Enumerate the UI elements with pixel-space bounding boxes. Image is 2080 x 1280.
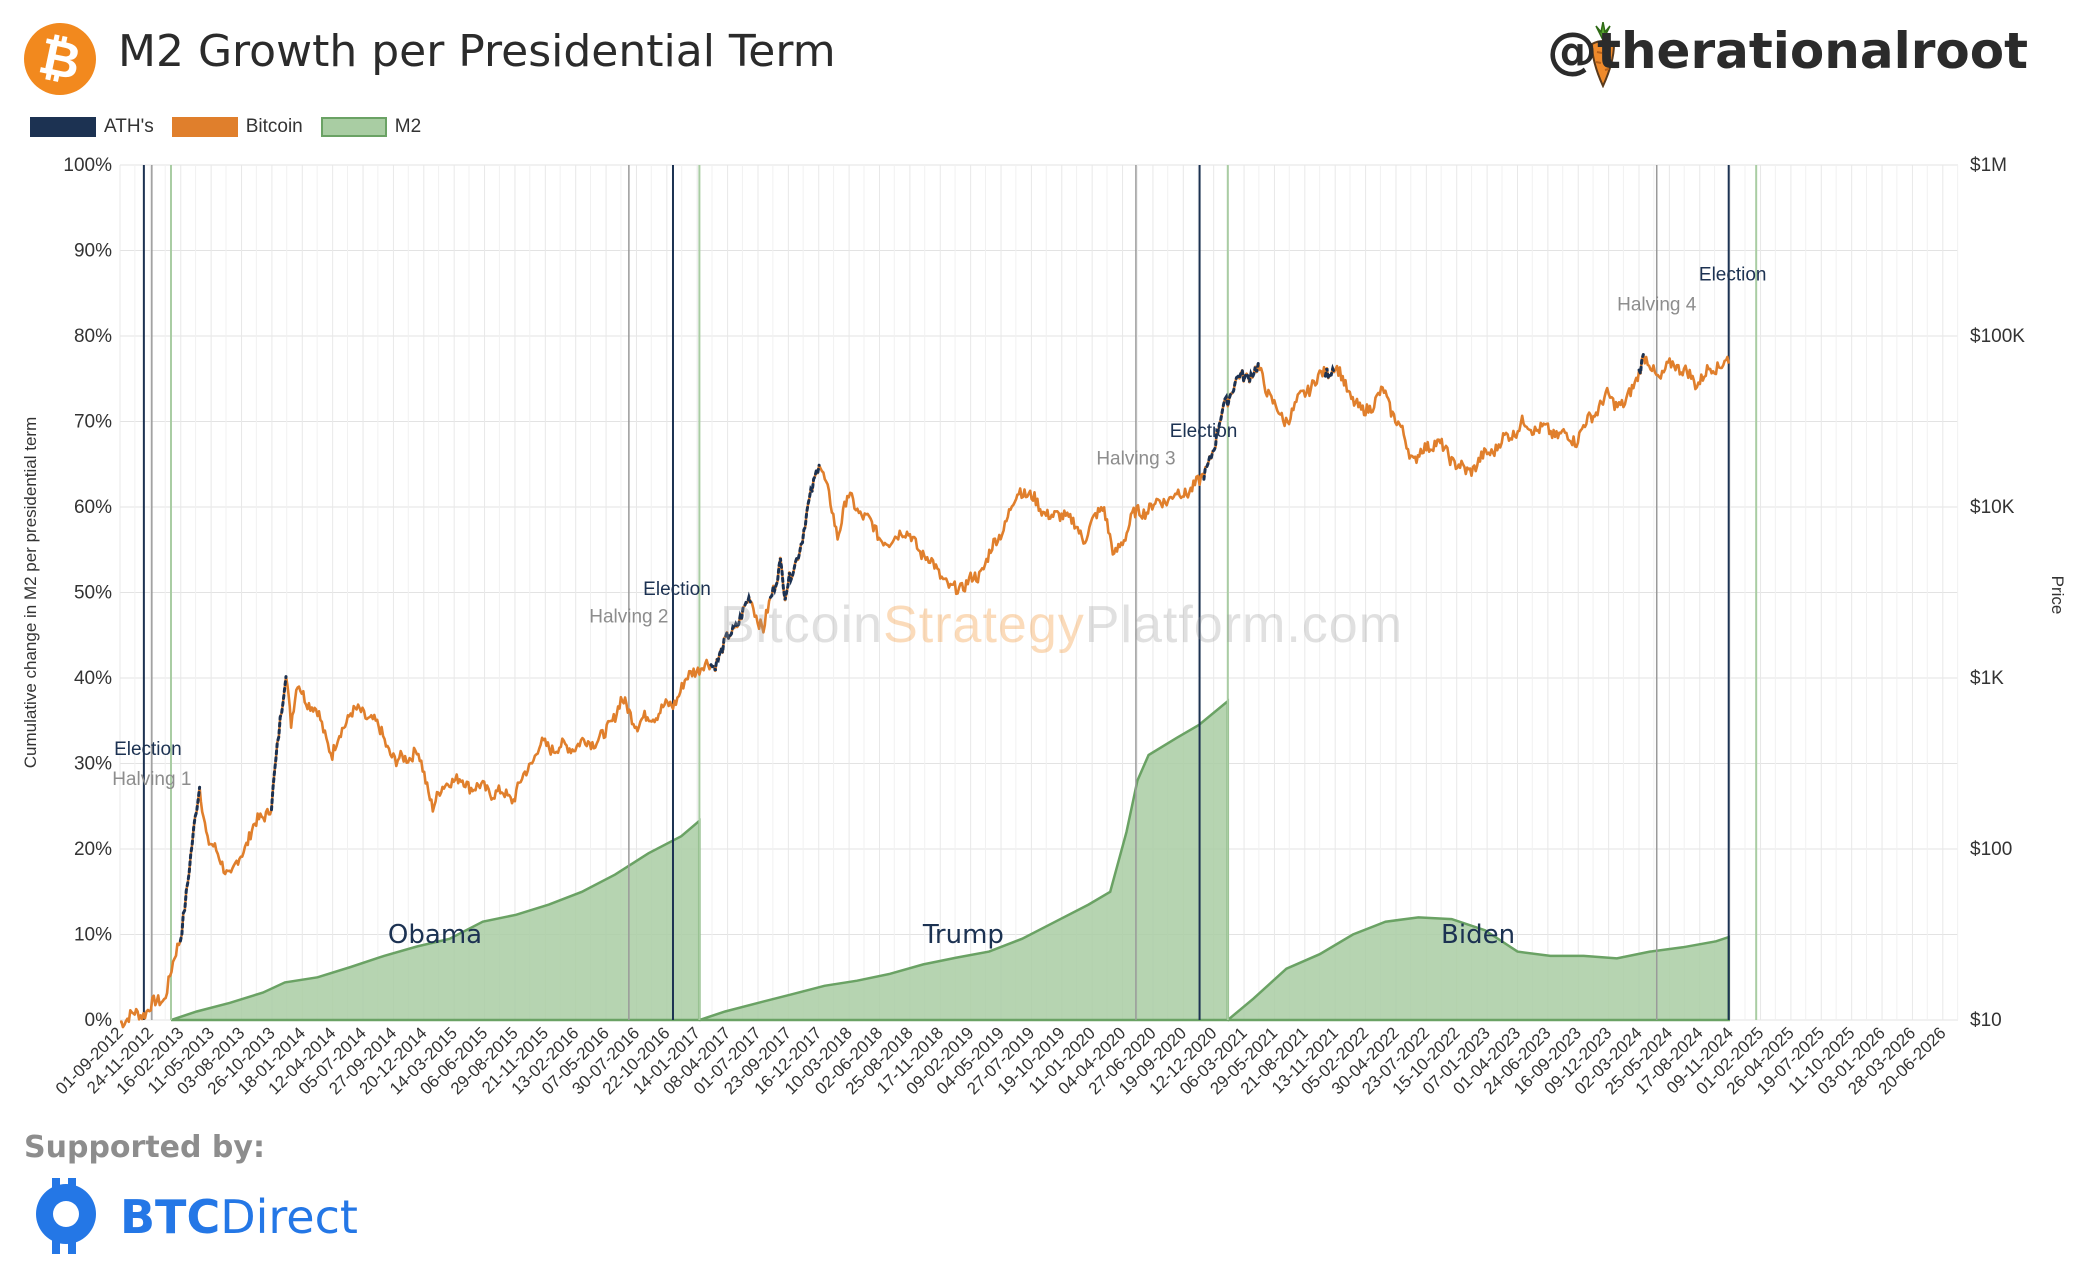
btcdirect-logo-icon bbox=[36, 1178, 96, 1254]
btcdirect-wordmark-a: BTC bbox=[120, 1190, 221, 1244]
term-label-biden: Biden bbox=[1441, 920, 1515, 950]
legend-swatch-ath bbox=[30, 117, 96, 137]
y-axis-title-right: Price bbox=[2048, 576, 2067, 615]
ath-segment bbox=[1637, 353, 1645, 375]
supported-by-label: Supported by: bbox=[24, 1130, 265, 1165]
chart: Obama Trump Biden Election Halving 1 Halving… bbox=[21, 155, 2067, 1098]
watermark-part-2: Strategy bbox=[883, 596, 1085, 654]
carrot-icon bbox=[1590, 22, 1616, 88]
ath-segment bbox=[178, 785, 202, 943]
legend-item-ath[interactable]: ATH's bbox=[30, 116, 154, 138]
y-tick-label-left: 0% bbox=[85, 1010, 113, 1031]
m2-area-obama bbox=[170, 818, 701, 1022]
legend-label-ath: ATH's bbox=[104, 116, 154, 137]
m2-areas bbox=[170, 698, 1730, 1022]
event-lines bbox=[142, 165, 1758, 1020]
ath-segment bbox=[270, 675, 288, 812]
term-label-trump: Trump bbox=[922, 920, 1004, 950]
halving-label: Halving 2 bbox=[589, 606, 668, 627]
y-tick-label-left: 10% bbox=[74, 925, 112, 946]
term-label-obama: Obama bbox=[388, 920, 482, 950]
y-tick-label-left: 40% bbox=[74, 668, 112, 689]
ath-series bbox=[178, 353, 1645, 943]
btcdirect-wordmark: BTCDirect bbox=[120, 1190, 358, 1244]
y-tick-label-right: $100 bbox=[1970, 839, 2012, 860]
election-label: Election bbox=[643, 579, 711, 600]
election-label: Election bbox=[114, 739, 182, 760]
legend-swatch-bitcoin bbox=[171, 117, 238, 137]
y-tick-label-left: 60% bbox=[74, 497, 112, 518]
m2-area-biden bbox=[1227, 916, 1730, 1022]
y-tick-label-left: 100% bbox=[63, 155, 112, 176]
ath-segment bbox=[1202, 362, 1260, 481]
grid bbox=[119, 164, 1959, 1021]
ath-segment bbox=[709, 591, 752, 672]
legend-label-bitcoin: Bitcoin bbox=[245, 116, 303, 137]
election-label: Election bbox=[1699, 264, 1767, 285]
bitcoin-logo-icon: ₿ bbox=[17, 16, 103, 102]
header: ₿ M2 Growth per Presidential Term @thera… bbox=[0, 0, 2080, 120]
bitcoin-price-line bbox=[119, 353, 1730, 1029]
legend-item-m2[interactable]: M2 bbox=[320, 116, 422, 138]
halving-label: Halving 4 bbox=[1617, 294, 1697, 315]
chart-legend: ATH's Bitcoin M2 bbox=[30, 116, 439, 138]
election-label: Election bbox=[1170, 421, 1238, 442]
halving-label: Halving 1 bbox=[112, 769, 191, 790]
legend-label-m2: M2 bbox=[394, 116, 422, 137]
bitcoin-series bbox=[119, 353, 1730, 1029]
ath-segment bbox=[769, 463, 821, 601]
legend-item-bitcoin[interactable]: Bitcoin bbox=[171, 116, 303, 138]
y-tick-label-left: 50% bbox=[74, 583, 112, 604]
y-tick-label-left: 80% bbox=[74, 326, 112, 347]
y-tick-label-right: $10 bbox=[1970, 1010, 2002, 1031]
y-tick-label-left: 20% bbox=[74, 839, 112, 860]
m2-area-trump bbox=[699, 698, 1230, 1022]
y-tick-label-left: 70% bbox=[74, 412, 112, 433]
y-tick-label-right: $10K bbox=[1970, 497, 2015, 518]
ath-segment bbox=[1323, 363, 1336, 383]
term-labels: Obama Trump Biden bbox=[388, 920, 1515, 950]
axes: 0% 10% 20% 30% 40% 50% 60% 70% 80% 90% 100% $10 $100… bbox=[21, 155, 2067, 1098]
y-tick-label-right: $100K bbox=[1970, 326, 2025, 347]
y-tick-label-left: 90% bbox=[74, 241, 112, 262]
author-handle: @therationalroot bbox=[1547, 22, 2028, 80]
watermark: BitcoinStrategyPlatform.com bbox=[720, 595, 1403, 655]
legend-swatch-m2 bbox=[320, 117, 387, 137]
y-tick-label-left: 30% bbox=[74, 754, 112, 775]
halving-label: Halving 3 bbox=[1096, 448, 1175, 469]
y-axis-title-left: Cumulative change in M2 per presidential… bbox=[21, 417, 40, 769]
watermark-part-3: Platform.com bbox=[1084, 596, 1404, 654]
btcdirect-wordmark-b: Direct bbox=[220, 1190, 358, 1244]
y-tick-label-right: $1M bbox=[1970, 155, 2007, 176]
page-title: M2 Growth per Presidential Term bbox=[118, 26, 836, 77]
y-tick-label-right: $1K bbox=[1970, 668, 2004, 689]
watermark-part-1: Bitcoin bbox=[720, 596, 884, 654]
